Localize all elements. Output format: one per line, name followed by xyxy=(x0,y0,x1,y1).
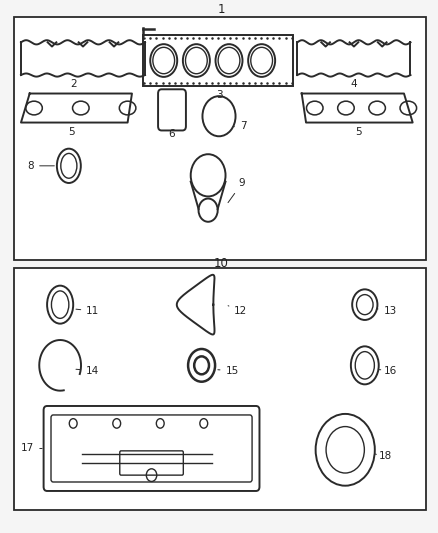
Text: 14: 14 xyxy=(76,366,99,376)
Text: 17: 17 xyxy=(21,443,42,454)
Text: 5: 5 xyxy=(68,127,74,137)
Bar xyxy=(143,36,293,86)
Text: 1: 1 xyxy=(217,3,225,15)
Text: 11: 11 xyxy=(76,306,99,316)
Text: 9: 9 xyxy=(228,179,245,203)
Text: 8: 8 xyxy=(28,161,54,171)
Text: 16: 16 xyxy=(379,366,397,376)
Text: 10: 10 xyxy=(214,257,229,270)
Text: 2: 2 xyxy=(70,79,77,89)
Text: 13: 13 xyxy=(378,306,397,316)
Bar xyxy=(14,268,426,511)
Text: 12: 12 xyxy=(228,306,247,316)
Text: 6: 6 xyxy=(169,130,175,140)
Text: 7: 7 xyxy=(234,122,247,132)
Text: 5: 5 xyxy=(355,127,362,137)
Text: 18: 18 xyxy=(375,451,392,461)
Text: 3: 3 xyxy=(215,91,223,100)
Bar xyxy=(14,17,426,260)
Text: 15: 15 xyxy=(218,366,239,376)
Text: 4: 4 xyxy=(350,79,357,89)
